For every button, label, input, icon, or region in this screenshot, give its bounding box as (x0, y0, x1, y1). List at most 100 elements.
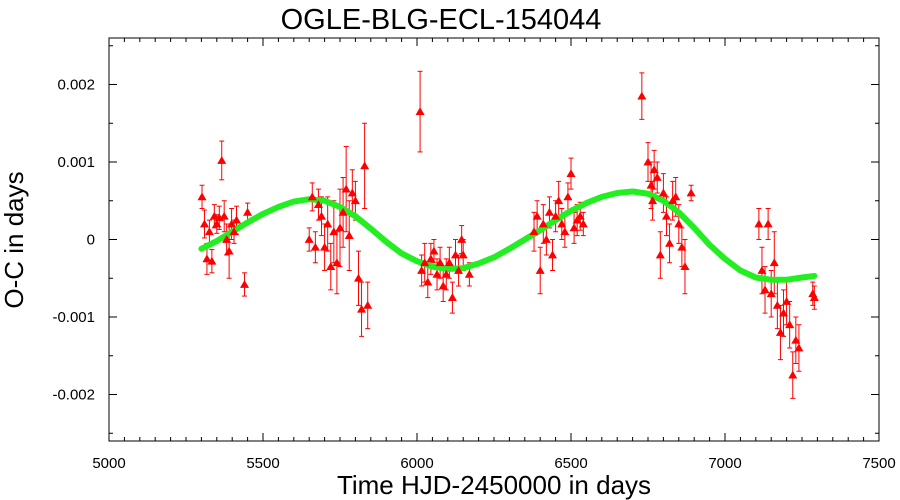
data-point-triangle (671, 192, 681, 201)
data-point-triangle (566, 169, 576, 177)
data-point-triangle (341, 184, 351, 193)
data-point-triangle (444, 258, 454, 267)
data-point-triangle (541, 235, 551, 243)
chart-title: OGLE-BLG-ECL-154044 (281, 4, 602, 36)
data-point-triangle (560, 227, 570, 236)
data-point-triangle (451, 250, 460, 259)
data-point-triangle (649, 165, 659, 174)
data-point-triangle (788, 370, 798, 379)
data-point-triangle (332, 258, 342, 267)
data-point-triangle (338, 207, 348, 216)
data-point-triangle (347, 188, 357, 197)
data-point-triangle (420, 258, 430, 267)
data-point-triangle (435, 258, 445, 267)
data-point-triangle (232, 215, 242, 224)
data-point-triangle (360, 161, 370, 170)
data-point-triangle (791, 335, 801, 344)
data-point-triangle (458, 250, 468, 259)
data-points (197, 91, 819, 379)
data-point-triangle (357, 304, 367, 313)
data-point-triangle (326, 262, 336, 270)
data-point-triangle (782, 297, 792, 305)
error-bars (199, 70, 817, 399)
data-point-triangle (754, 219, 764, 228)
fit-curve-line (198, 188, 818, 283)
x-tick-label: 5500 (246, 455, 279, 472)
data-point-triangle (229, 227, 239, 236)
data-point-triangle (544, 207, 554, 216)
data-point-triangle (350, 196, 360, 205)
data-point-triangle (464, 269, 474, 278)
data-point-triangle (569, 223, 579, 232)
data-point-triangle (240, 279, 250, 288)
y-tick-label: -0.002 (52, 387, 95, 404)
data-point-triangle (794, 343, 804, 352)
data-point-triangle (304, 235, 314, 243)
data-point-triangle (447, 293, 457, 301)
data-point-triangle (677, 242, 687, 251)
y-tick-label: 0 (87, 232, 95, 249)
data-point-triangle (763, 219, 773, 228)
data-point-triangle (317, 211, 327, 220)
data-point-triangle (643, 157, 653, 166)
data-point-triangle (353, 273, 363, 282)
x-tick-label: 7000 (708, 455, 741, 472)
data-point-triangle (457, 235, 467, 243)
data-point-triangle (432, 269, 442, 278)
data-point-triangle (769, 258, 779, 267)
data-point-triangle (438, 281, 448, 290)
data-point-triangle (363, 300, 373, 309)
x-tick-label: 7500 (862, 455, 895, 472)
data-point-triangle (335, 223, 345, 232)
y-axis-label: O-C in days (0, 171, 29, 308)
axis-tick-labels: 5000 5500 6000 6500 7000 7500 -0.002 -0.001 0 0.0… (52, 77, 895, 473)
data-point-triangle (554, 196, 564, 205)
data-point-triangle (548, 250, 558, 259)
data-point-triangle (344, 231, 354, 239)
data-point-triangle (779, 308, 789, 317)
data-point-triangle (217, 155, 227, 164)
data-point-triangle (204, 227, 214, 236)
data-point-triangle (199, 219, 209, 228)
x-axis-label: Time HJD-2450000 in days (337, 470, 651, 500)
data-point-triangle (207, 256, 217, 265)
x-tick-label: 5000 (92, 455, 125, 472)
data-point-triangle (320, 242, 330, 251)
data-point-triangle (415, 107, 425, 115)
data-point-triangle (775, 328, 785, 336)
data-point-triangle (665, 238, 675, 247)
data-point-triangle (454, 266, 464, 274)
data-point-triangle (423, 277, 433, 286)
data-point-triangle (674, 219, 684, 228)
data-point-triangle (313, 200, 323, 208)
y-tick-label: 0.001 (57, 154, 95, 171)
data-point-triangle (323, 219, 333, 228)
data-point-triangle (757, 266, 767, 274)
data-point-triangle (532, 211, 542, 220)
data-point-triangle (209, 211, 219, 220)
data-point-triangle (310, 242, 320, 251)
data-point-triangle (429, 246, 439, 255)
data-point-triangle (658, 188, 668, 197)
data-point-triangle (551, 211, 561, 220)
data-point-triangle (652, 173, 662, 181)
x-tick-label: 6000 (400, 455, 433, 472)
data-point-triangle (648, 196, 658, 205)
data-point-triangle (535, 266, 545, 274)
data-point-triangle (417, 266, 427, 274)
data-point-triangle (557, 219, 567, 228)
data-point-triangle (227, 219, 237, 228)
data-point-triangle (766, 289, 776, 298)
axis-ticks (108, 38, 880, 441)
y-tick-label: -0.001 (52, 309, 95, 326)
data-point-triangle (655, 250, 665, 259)
data-point-triangle (441, 269, 451, 278)
data-point-triangle (661, 211, 671, 220)
data-point-triangle (646, 180, 656, 189)
data-point-triangle (680, 262, 690, 270)
data-point-triangle (772, 300, 782, 309)
data-point-triangle (785, 320, 795, 329)
data-point-triangle (202, 254, 212, 263)
data-point-triangle (637, 91, 647, 100)
